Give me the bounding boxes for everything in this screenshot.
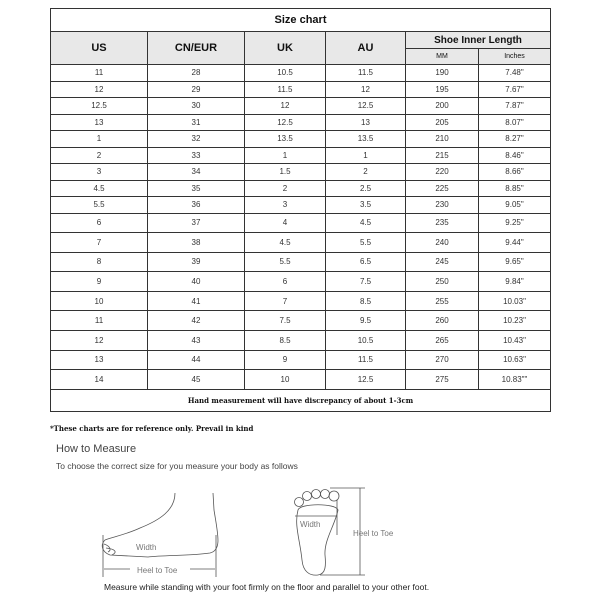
table-row: 3 34 1.5 2 220 8.66": [50, 163, 551, 181]
table-row: 11 28 10.5 11.5 190 7.48": [50, 64, 551, 82]
how-to-measure-subheading: To choose the correct size for you measu…: [56, 461, 298, 471]
col-mm: MM: [405, 48, 479, 65]
sole-width-label: Width: [300, 520, 320, 529]
table-row: 13 44 9 11.5 270 10.63": [50, 349, 551, 371]
col-cn-eur: CN/EUR: [147, 31, 245, 65]
col-au: AU: [325, 31, 406, 65]
sole-foot-illustration: [294, 487, 365, 576]
how-to-measure-heading: How to Measure: [56, 443, 137, 455]
table-row: 1 32 13.5 13.5 210 8.27": [50, 130, 551, 148]
table-footer: Hand measurement will have discrepancy o…: [50, 388, 551, 412]
table-row: 12.5 30 12 12.5 200 7.87": [50, 97, 551, 115]
col-inches: Inches: [478, 48, 551, 65]
chart-title: Size chart: [50, 8, 551, 32]
table-row: 5.5 36 3 3.5 230 9.05": [50, 196, 551, 214]
table-row: 10 41 7 8.5 255 10.03": [50, 290, 551, 312]
side-heel-to-toe-label: Heel to Toe: [137, 566, 178, 575]
side-width-label: Width: [136, 543, 156, 552]
table-row: 2 33 1 1 215 8.46": [50, 146, 551, 164]
side-foot-illustration: [101, 492, 219, 577]
col-shoe-inner-length: Shoe Inner Length: [405, 31, 551, 49]
col-uk: UK: [244, 31, 326, 65]
measure-caption: Measure while standing with your foot fi…: [104, 582, 430, 592]
size-chart-table: Size chart US CN/EUR UK AU Shoe Inner Le…: [50, 8, 551, 412]
table-row: 6 37 4 4.5 235 9.25": [50, 212, 551, 234]
sole-heel-to-toe-label: Heel to Toe: [353, 529, 394, 538]
table-row: 12 29 11.5 12 195 7.67": [50, 80, 551, 98]
reference-note: *These charts are for reference only. Pr…: [50, 424, 254, 433]
table-row: 9 40 6 7.5 250 9.84": [50, 271, 551, 292]
